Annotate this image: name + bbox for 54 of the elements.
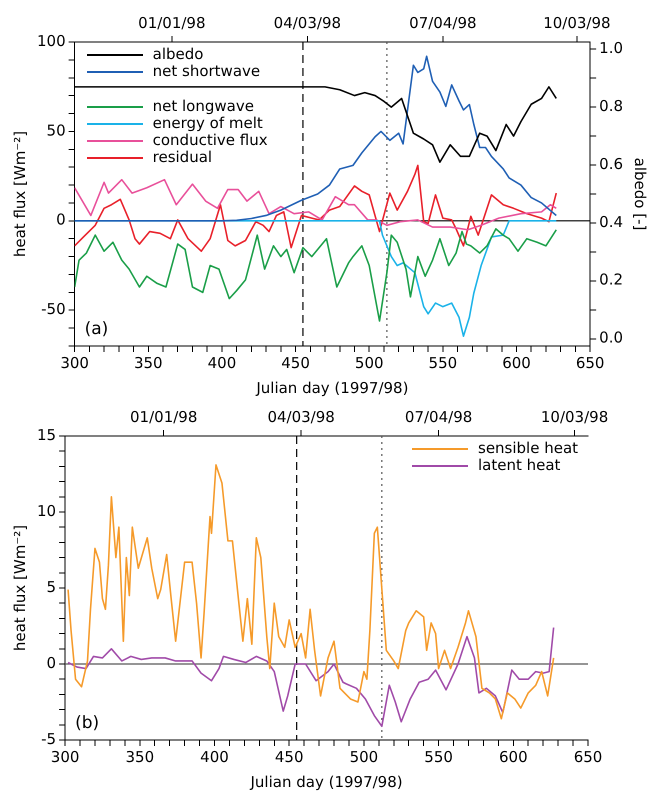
x2-tick-label: 07/04/98	[404, 408, 472, 426]
y2-tick-label: 0.0	[599, 328, 624, 347]
x-tick-label: 350	[125, 748, 154, 766]
x2-tick-label: 04/03/98	[274, 14, 342, 32]
y-tick-label: 0	[46, 654, 56, 672]
x2-tick-label: 10/03/98	[543, 14, 611, 32]
legend-label: energy of melt	[152, 114, 263, 132]
y-axis-title: heat flux [Wm⁻²]	[10, 130, 29, 258]
y-tick-label: 0	[56, 210, 66, 229]
legend-label: net longwave	[152, 97, 254, 115]
x-tick-label: 350	[134, 354, 163, 372]
x-tick-label: 400	[208, 354, 236, 372]
y2-tick-label: 0.6	[599, 154, 624, 173]
x2-tick-label: 04/03/98	[267, 408, 335, 426]
x-tick-label: 650	[576, 354, 604, 372]
y-tick-label: 10	[36, 502, 56, 520]
x2-tick-label: 07/04/98	[409, 14, 477, 32]
y2-tick-label: 0.2	[599, 270, 624, 289]
x2-tick-label: 01/01/98	[138, 14, 206, 32]
x-tick-label: 600	[498, 748, 528, 766]
legend-label: net shortwave	[152, 62, 260, 80]
x-tick-label: 550	[428, 354, 458, 372]
x2-tick-label: 01/01/98	[130, 408, 198, 426]
x-tick-label: 400	[200, 748, 229, 766]
y-tick-label: 50	[46, 121, 66, 140]
annotation: (b)	[75, 712, 100, 733]
x-tick-label: 300	[60, 354, 89, 372]
y2-tick-label: 0.4	[599, 212, 624, 231]
y-tick-label: 100	[36, 32, 66, 50]
y-tick-label: 15	[36, 426, 56, 444]
x-tick-label: 450	[274, 748, 304, 766]
y-axis-title: heat flux [Wm⁻²]	[10, 524, 29, 652]
x-tick-label: 500	[350, 748, 378, 766]
y-tick-label: -5	[41, 730, 56, 748]
x-axis-title: Julian day (1997/98)	[255, 378, 408, 397]
legend-label: residual	[152, 148, 212, 166]
legend-label: sensible heat	[478, 439, 578, 457]
x-tick-label: 600	[502, 354, 531, 372]
x-axis-title: Julian day (1997/98)	[249, 772, 403, 791]
x2-tick-label: 10/03/98	[540, 408, 608, 426]
annotation: (a)	[84, 318, 108, 339]
x-tick-label: 450	[281, 354, 310, 372]
legend-label: conductive flux	[152, 131, 268, 149]
y2-tick-label: 1.0	[599, 39, 624, 58]
y2-axis-title: albedo [-]	[631, 158, 650, 230]
y-tick-label: 5	[46, 578, 56, 596]
y2-tick-label: 0.8	[599, 97, 624, 116]
legend-label: albedo	[152, 45, 204, 63]
x-tick-label: 500	[354, 354, 384, 372]
x-tick-label: 550	[424, 748, 453, 766]
y-tick-label: -50	[41, 300, 66, 318]
legend-label: latent heat	[478, 456, 560, 474]
x-tick-label: 300	[50, 748, 80, 766]
x-tick-label: 650	[574, 748, 602, 766]
